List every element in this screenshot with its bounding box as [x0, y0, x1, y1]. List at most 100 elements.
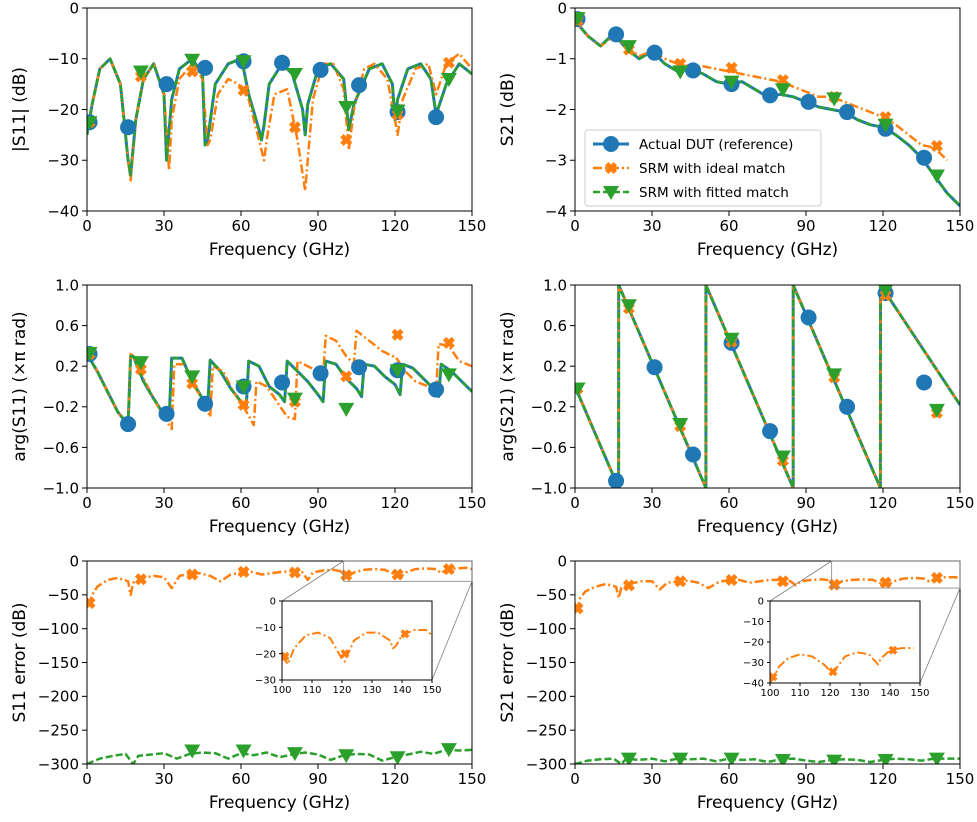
s11-error-xtick-label: 0	[82, 770, 92, 788]
s21-phase-xtick-label: 90	[796, 494, 815, 512]
s11-phase-xlabel: Frequency (GHz)	[209, 517, 350, 537]
s21-mag-marker-actual	[646, 44, 663, 61]
s11-mag-marker-fitted	[389, 104, 406, 119]
s21-mag-marker-fitted	[826, 92, 843, 107]
s11-phase-marker-fitted	[87, 347, 98, 362]
s21-mag-ytick-label: −2	[545, 101, 567, 119]
s21-mag-xtick-label: 120	[869, 217, 898, 235]
s11-mag-ylabel: |S11| (dB)	[10, 67, 30, 152]
s11-phase-xtick-label: 60	[231, 494, 250, 512]
s21-error-ytick-label: −50	[535, 586, 567, 604]
s11-error-inset-frame	[281, 600, 433, 681]
s11-mag-marker-ideal	[442, 56, 455, 69]
s11-mag-line-fitted	[87, 57, 472, 177]
s11-error-inset-marker-ideal	[340, 649, 350, 659]
s21-error-inset-xtick-label: 120	[820, 688, 839, 699]
s21-error-ytick-label: −300	[526, 755, 567, 773]
s11-phase-frame	[86, 284, 473, 489]
s21-phase-ytick-label: 0.2	[543, 358, 567, 376]
s11-error-ytick-label: −200	[38, 688, 79, 706]
s11-mag-marker-fitted	[132, 65, 149, 80]
s21-error-panel: 0 30 60 90 120 1500−50−100−150−200−250−300Fre…	[498, 552, 974, 813]
s11-mag-marker-fitted	[338, 100, 355, 115]
s11-error-ylabel: S11 error (dB)	[10, 602, 30, 722]
s21-phase-xlabel: Frequency (GHz)	[697, 517, 838, 537]
s21-error-marker-ideal	[776, 575, 789, 588]
s21-error-ytick-label: −150	[526, 654, 567, 672]
s21-error-inset-plot-area	[770, 645, 914, 683]
s11-mag-marker-actual	[351, 77, 368, 94]
s21-phase-xtick-label: 120	[869, 494, 898, 512]
s11-mag-ytick-label: −40	[47, 202, 79, 220]
s21-phase-frame	[574, 284, 961, 489]
s11-error-panel: 0 30 60 90 120 1500−50−100−150−200−250−300Fre…	[10, 552, 486, 813]
s21-mag-marker-actual	[839, 104, 856, 121]
s21-error-inset-xtick-label: 100	[760, 688, 779, 699]
s11-error-line-fitted	[87, 748, 472, 764]
s21-error-marker-ideal	[674, 575, 687, 588]
s11-error-xtick-label: 30	[154, 770, 173, 788]
s11-error-xtick-label: 120	[381, 770, 410, 788]
s11-error-inset-xtick-label: 150	[422, 685, 441, 696]
s11-mag-axes: 0 30 60 90 120 150 0 −10 −20 −30 −40	[47, 0, 486, 235]
s11-mag-marker-ideal	[186, 65, 199, 78]
s11-error-inset-bg	[282, 601, 432, 680]
s21-mag-marker-ideal	[930, 140, 943, 153]
s21-phase-marker-fitted	[928, 403, 945, 418]
s21-error-inset-ytick-label: −10	[743, 617, 764, 628]
s21-error-inset-axes: 100 110 120 130 140 150 0 −10 −20 −30 −40	[743, 597, 930, 699]
s11-phase-marker-ideal	[391, 328, 404, 341]
s11-error-ytick-label: −50	[47, 586, 79, 604]
s11-error-marker-ideal	[340, 569, 353, 582]
s21-phase-xtick-label: 150	[946, 494, 975, 512]
s21-error-inset-xtick-label: 110	[790, 688, 809, 699]
s11-mag-panel: 0 30 60 90 120 150 0 −10 −20 −30 −40 Frequency (GHz…	[10, 0, 486, 260]
s21-mag-marker-actual	[916, 149, 933, 166]
s21-error-inset-marker-ideal	[828, 667, 838, 677]
s11-phase-marker-actual	[158, 405, 175, 422]
s11-error-marker-ideal	[391, 568, 404, 581]
legend-marker-actual	[603, 136, 619, 152]
s21-error-marker-ideal	[725, 573, 738, 586]
s11-phase-line-ideal	[87, 329, 472, 431]
s21-error-marker-fitted	[877, 753, 894, 764]
s11-mag-xlabel: Frequency (GHz)	[209, 240, 350, 260]
s21-mag-ytick-label: −4	[545, 202, 567, 220]
s21-phase-marker-fitted	[620, 299, 637, 314]
s21-mag-ylabel: S21 (dB)	[498, 73, 518, 147]
s11-phase-marker-actual	[197, 395, 214, 412]
s21-phase-marker-actual	[916, 374, 933, 391]
s21-error-marker-ideal	[622, 579, 635, 592]
s11-mag-frame	[86, 7, 473, 212]
s21-phase-marker-fitted	[672, 418, 689, 433]
s11-error-marker-fitted	[389, 751, 406, 764]
s11-error-inset-ytick-label: −30	[255, 676, 276, 687]
s11-phase-marker-fitted	[235, 380, 252, 395]
legend-box	[584, 129, 822, 207]
s21-phase-ytick-label: 1.0	[543, 276, 567, 294]
s11-phase-xtick-label: 150	[458, 494, 487, 512]
s11-error-xtick-label: 150	[458, 770, 487, 788]
s21-phase-marker-actual	[839, 398, 856, 415]
s21-mag-marker-fitted	[723, 75, 740, 90]
s21-error-inset-xtick-label: 130	[850, 688, 869, 699]
s11-phase-ytick-label: −0.2	[43, 398, 79, 416]
legend-marker-fitted	[603, 186, 619, 200]
s21-phase-marker-fitted	[826, 368, 843, 383]
s21-phase-xtick-label: 0	[570, 494, 580, 512]
s11-phase-marker-fitted	[132, 356, 149, 371]
s21-error-inset: 100 110 120 130 140 150 0 −10 −20 −30 −40	[743, 597, 930, 699]
s11-error-marker-fitted	[440, 743, 457, 758]
s11-phase-marker-actual	[274, 374, 291, 391]
s11-error-inset-xtick-label: 120	[332, 685, 351, 696]
s11-error-ytick-label: 0	[69, 552, 79, 570]
s11-error-marker-fitted	[338, 749, 355, 764]
s21-phase-ytick-label: −0.6	[531, 439, 567, 457]
s11-mag-ytick-label: −30	[47, 152, 79, 170]
s21-phase-marker-fitted	[575, 382, 586, 397]
s21-error-xlabel: Frequency (GHz)	[697, 793, 838, 813]
s21-error-ytick-label: 0	[557, 552, 567, 570]
s11-error-zoom-connector	[431, 581, 473, 681]
s21-mag-xlabel: Frequency (GHz)	[697, 240, 838, 260]
s21-error-inset-ytick-label: −40	[743, 679, 764, 690]
